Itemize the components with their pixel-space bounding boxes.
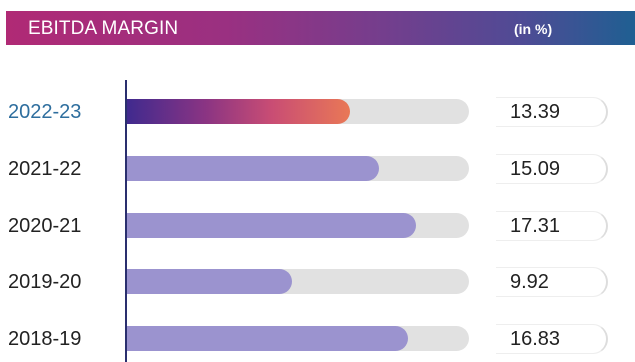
value-label-box: 13.39: [496, 97, 608, 127]
category-label: 2019-20: [8, 271, 82, 293]
value-label-box: 16.83: [496, 324, 608, 354]
category-label: 2018-19: [8, 328, 82, 350]
bar: [127, 99, 350, 124]
value-label-box: 15.09: [496, 154, 608, 184]
value-label-box: 17.31: [496, 211, 608, 241]
bar: [127, 326, 408, 351]
data-label: 9.92: [510, 271, 549, 293]
category-label: 2021-22: [8, 158, 82, 180]
bar: [127, 156, 379, 181]
bar-track: [127, 326, 469, 351]
category-axis-line: [125, 80, 127, 362]
data-label: 15.09: [510, 158, 561, 180]
bar-track: [127, 156, 469, 181]
data-label: 16.83: [510, 328, 561, 350]
category-label: 2022-23: [8, 101, 82, 123]
bar-track: [127, 269, 469, 294]
bar: [127, 269, 292, 294]
bar-track: [127, 99, 469, 124]
chart-unit-label: (in %): [514, 21, 553, 37]
data-label: 17.31: [510, 215, 561, 237]
chart-title: EBITDA MARGIN: [28, 18, 179, 39]
value-label-box: 9.92: [496, 267, 608, 297]
category-label: 2020-21: [8, 215, 82, 237]
chart-title-banner: EBITDA MARGIN (in %): [6, 11, 635, 45]
bar-track: [127, 213, 469, 238]
data-label: 13.39: [510, 101, 561, 123]
bar: [127, 213, 416, 238]
